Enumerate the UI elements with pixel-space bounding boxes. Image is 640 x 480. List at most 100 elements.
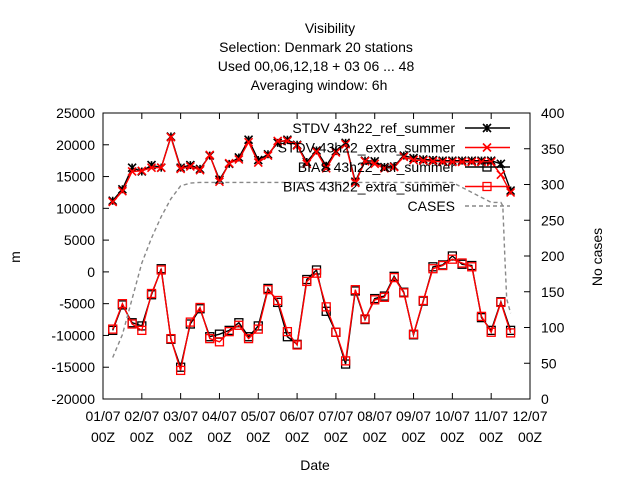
data-point [482, 123, 492, 133]
data-point [302, 159, 312, 169]
y2-tick-label: 200 [541, 248, 565, 264]
data-point [205, 333, 215, 344]
x-tick-label-hour: 00Z [246, 429, 271, 445]
data-point [408, 329, 419, 339]
data-point [263, 285, 273, 295]
y-axis-ticks: -20000 -15000 -10000 -5000 0 5000 10000 15000 20… [51, 105, 109, 407]
x-tick-label-hour: 00Z [91, 429, 116, 445]
data-point [486, 157, 496, 167]
data-point [399, 152, 409, 162]
data-point [447, 156, 457, 166]
y-tick-label: 10000 [56, 200, 95, 216]
data-point [340, 356, 351, 366]
chart-title: Visibility Selection: Denmark 20 station… [218, 20, 415, 93]
title-line-2: Selection: Denmark 20 stations [219, 39, 413, 55]
data-point [224, 326, 234, 337]
data-point [496, 297, 506, 308]
data-point [496, 170, 506, 180]
data-point [482, 142, 492, 153]
series-3 [108, 254, 516, 376]
series-line [112, 258, 512, 371]
data-point [438, 260, 448, 271]
data-point [263, 151, 273, 161]
y2-tick-label: 250 [541, 212, 565, 228]
y2-axis-ticks: 0 50 100 150 200 250 300 350 400 [524, 105, 565, 407]
data-point [195, 302, 205, 313]
data-point [389, 272, 399, 283]
data-point [379, 162, 389, 172]
legend-label: STDV 43h22_extra_summer [278, 140, 456, 156]
data-point [137, 325, 147, 336]
data-point [447, 157, 457, 167]
x-tick-label-date: 10/07 [435, 408, 470, 424]
data-point [457, 258, 467, 268]
data-point [253, 324, 263, 334]
data-point [331, 327, 341, 337]
x-tick-label-date: 04/07 [202, 408, 237, 424]
plot-border [102, 112, 531, 400]
x-tick-label-hour: 00Z [518, 429, 543, 445]
y-tick-label: -15000 [51, 359, 95, 375]
y-tick-label: -20000 [51, 391, 95, 407]
data-point [399, 288, 409, 298]
title-line-3: Used 00,06,12,18 + 03 06 ... 48 [218, 58, 415, 74]
data-point [370, 159, 380, 169]
data-point [438, 156, 448, 166]
data-point [505, 328, 516, 338]
data-point [146, 288, 157, 299]
data-point [234, 320, 244, 330]
legend-label: BIAS 43h22_ref_summer [298, 159, 456, 175]
x-tick-label-hour: 00Z [440, 429, 465, 445]
data-point [467, 262, 477, 272]
x-tick-label-hour: 00Z [285, 429, 310, 445]
data-point [156, 265, 166, 275]
y-axis-label: m [7, 251, 23, 263]
data-point [224, 158, 234, 168]
data-point [234, 154, 244, 164]
data-point [467, 157, 477, 167]
data-point [156, 163, 166, 173]
data-point [321, 302, 331, 312]
y-tick-label: -5000 [59, 296, 95, 312]
x-tick-label-date: 09/07 [396, 408, 431, 424]
data-point [389, 162, 399, 172]
data-point [282, 326, 293, 337]
data-point [243, 333, 254, 344]
data-point [350, 285, 360, 295]
data-point [273, 136, 283, 146]
data-point [195, 165, 205, 175]
data-point [282, 136, 292, 146]
data-point [214, 337, 225, 347]
data-point [244, 137, 254, 147]
data-point [467, 156, 477, 166]
x-tick-label-hour: 00Z [324, 429, 349, 445]
data-point [428, 155, 438, 165]
series-4 [112, 181, 512, 358]
y2-tick-label: 350 [541, 141, 565, 157]
series-layer [108, 131, 516, 376]
y2-tick-label: 0 [541, 391, 549, 407]
data-point [428, 156, 438, 166]
data-point [486, 327, 496, 337]
y2-tick-label: 150 [541, 284, 565, 300]
legend-label: BIAS 43h22_extra_summer [283, 179, 455, 195]
data-point [108, 324, 118, 334]
data-point [205, 150, 215, 160]
y-tick-label: 20000 [56, 137, 95, 153]
data-point [447, 254, 458, 264]
x-tick-label-date: 05/07 [241, 408, 276, 424]
x-tick-label-hour: 00Z [401, 429, 426, 445]
data-point [175, 365, 186, 376]
data-point [476, 157, 487, 167]
x-axis-label: Date [300, 457, 330, 473]
y-tick-label: 25000 [56, 105, 95, 121]
data-point [214, 177, 225, 187]
x-tick-label-hour: 00Z [130, 429, 155, 445]
series-1 [108, 132, 516, 207]
data-point [185, 161, 195, 171]
data-point [438, 157, 448, 167]
data-point [476, 311, 487, 322]
data-point [321, 163, 331, 173]
data-point [341, 139, 351, 149]
